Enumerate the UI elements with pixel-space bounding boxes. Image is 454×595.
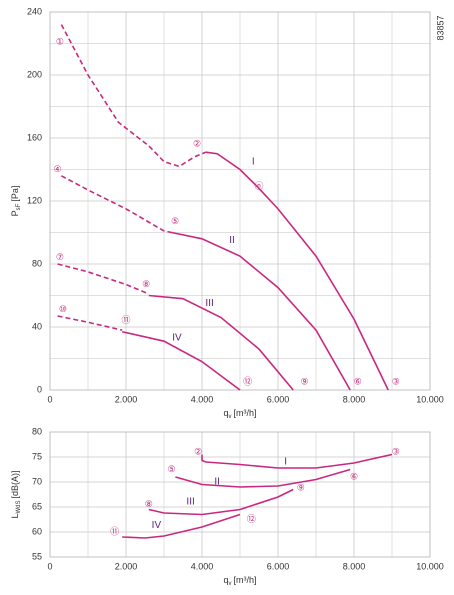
y-tick-label: 65 <box>32 501 42 511</box>
y-tick-label: 70 <box>32 476 42 486</box>
y-axis-label-unit: [dB(A)] <box>10 470 20 498</box>
y-axis-label-main: L <box>10 514 20 519</box>
curve <box>148 488 294 516</box>
x-tick-label: 2.000 <box>115 561 138 571</box>
x-axis-label-sub: v <box>229 414 232 420</box>
curve <box>61 175 172 234</box>
y-axis-label: PsF[Pa] <box>10 186 21 217</box>
point-marker-label: ⑦ <box>56 252 64 262</box>
curve-label: III <box>186 497 194 508</box>
x-axis-label: qv [m³/h] <box>223 408 256 419</box>
point-marker-label: ⑤ <box>171 216 179 226</box>
point-marker-label: ⑨ <box>301 377 309 387</box>
x-tick-label: 10.000 <box>416 561 444 571</box>
y-tick-label: 120 <box>27 195 42 205</box>
point-marker-label: ⑥ <box>350 471 358 481</box>
x-tick-label: 8.000 <box>343 561 366 571</box>
point-marker-label: ③ <box>392 446 400 456</box>
curve <box>171 231 351 391</box>
x-axis-label: qv [m³/h] <box>223 575 256 586</box>
y-tick-label: 80 <box>32 426 42 436</box>
point-marker-label: ⑤ <box>168 464 176 474</box>
point-marker-label: ⑪ <box>121 315 130 325</box>
point-marker-label: ⑫ <box>243 377 252 387</box>
x-tick-label: 2.000 <box>115 394 138 404</box>
x-axis-label-unit: [m³/h] <box>234 408 257 418</box>
y-tick-label: 60 <box>32 526 42 536</box>
curve-label: IV <box>152 520 162 531</box>
point-marker-label: ⑧ <box>145 499 153 509</box>
y-tick-label: 55 <box>32 551 42 561</box>
point-marker-label: ⑫ <box>247 514 256 524</box>
curve <box>205 151 389 391</box>
y-tick-label: 200 <box>27 69 42 79</box>
x-tick-label: 6.000 <box>267 394 290 404</box>
y-axis-label: LWdS [dB(A)] <box>10 470 21 518</box>
x-tick-label: 10.000 <box>416 394 444 404</box>
x-tick-label: 8.000 <box>343 394 366 404</box>
y-axis-label-sub: sF <box>16 203 22 210</box>
x-axis-label-main: q <box>223 408 228 418</box>
curve-label: II <box>214 477 220 488</box>
point-marker-label: ⑧ <box>142 279 150 289</box>
curve <box>122 513 241 539</box>
point-marker-label: ② <box>194 446 202 456</box>
y-axis-label-unit: [Pa] <box>10 186 20 202</box>
curve-label: I <box>284 457 287 468</box>
y-tick-label: 0 <box>37 384 42 394</box>
y-tick-label: 240 <box>27 6 42 16</box>
curve-label: IV <box>172 333 182 344</box>
point-marker-label: ⑨ <box>297 482 305 492</box>
curve <box>60 24 207 168</box>
y-axis-label-main: P <box>10 210 20 216</box>
x-tick-label: 0 <box>47 561 52 571</box>
y-tick-label: 40 <box>32 321 42 331</box>
curve-label: II <box>229 235 235 246</box>
x-axis-label-sub: v <box>229 581 232 587</box>
x-tick-label: 4.000 <box>191 561 214 571</box>
curve-label: I <box>252 156 255 167</box>
plot-frame <box>49 431 431 558</box>
x-axis-label-unit: [m³/h] <box>234 575 257 585</box>
curve <box>148 294 294 391</box>
point-marker-label: ⑩ <box>59 304 67 314</box>
point-marker-label: ② <box>193 139 201 149</box>
y-axis-label-sub: WdS <box>16 500 22 513</box>
point-marker-label: ⑪ <box>110 526 119 536</box>
x-axis-label-main: q <box>223 575 228 585</box>
curve <box>57 315 123 331</box>
x-tick-label: 0 <box>47 394 52 404</box>
x-tick-label: 6.000 <box>267 561 290 571</box>
curve-label: III <box>205 298 213 309</box>
point-marker-label: ④ <box>54 164 62 174</box>
point-marker-label: ⑥ <box>354 377 362 387</box>
y-tick-label: 75 <box>32 451 42 461</box>
curve <box>57 263 150 295</box>
point-marker-label: ③ <box>392 377 400 387</box>
y-tick-label: 160 <box>27 132 42 142</box>
point-marker-label: ⓝ <box>254 181 263 191</box>
drawing-code: 83857 <box>435 15 445 40</box>
point-marker-label: ① <box>56 36 64 46</box>
x-tick-label: 4.000 <box>191 394 214 404</box>
y-tick-label: 80 <box>32 258 42 268</box>
curve <box>122 330 241 391</box>
curve <box>201 453 393 469</box>
curve <box>175 468 351 488</box>
